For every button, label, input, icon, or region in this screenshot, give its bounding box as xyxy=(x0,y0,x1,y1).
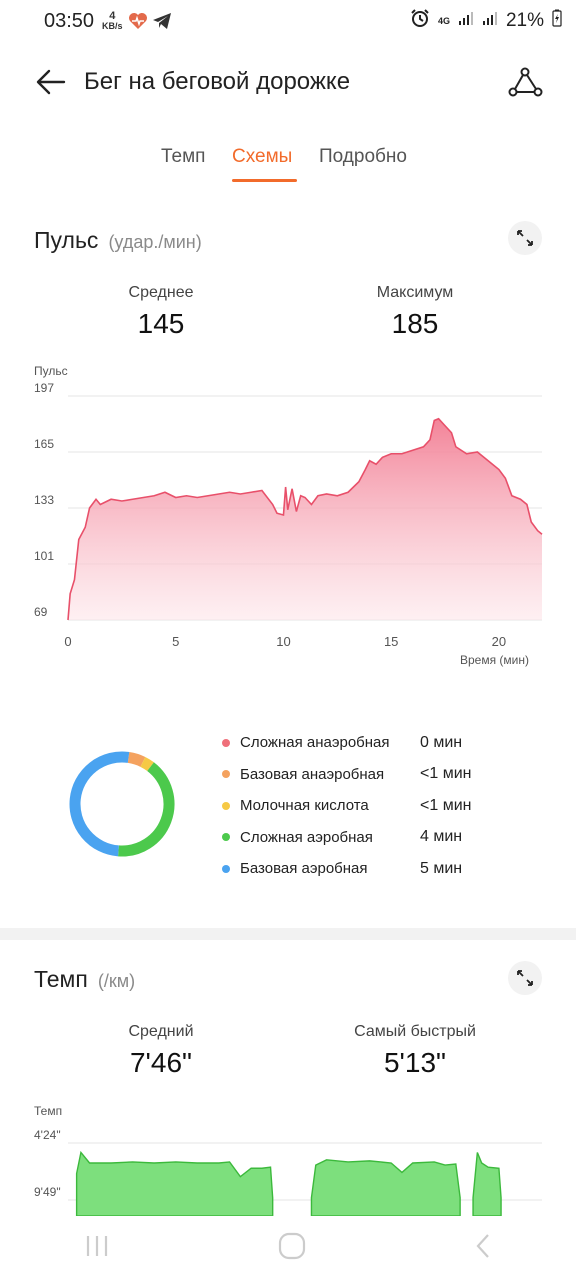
zone-donut-chart xyxy=(69,751,175,857)
page-title: Бег на беговой дорожке xyxy=(84,68,351,95)
active-tab-indicator xyxy=(232,179,297,182)
battery-percent: 21% xyxy=(505,9,544,31)
pulse-max-label: Максимум xyxy=(376,284,454,301)
legend-value: 5 мин xyxy=(420,859,463,877)
donut-slice xyxy=(118,762,175,857)
signal-icon xyxy=(458,10,474,31)
pulse-section-header: Пульс (удар./мин) xyxy=(34,227,202,254)
pace-area-segment xyxy=(75,1150,274,1216)
y-tick-label: 69 xyxy=(34,605,48,619)
donut-slice xyxy=(127,752,146,767)
y-tick-label: 9'49" xyxy=(34,1185,61,1199)
tab-pace[interactable]: Темп xyxy=(161,146,206,167)
legend-dot xyxy=(222,770,230,779)
alarm-icon xyxy=(410,8,430,33)
legend-dot xyxy=(222,864,230,873)
route-share-button[interactable] xyxy=(506,64,544,100)
legend-row: Сложная аэробная 4 мин xyxy=(222,822,471,854)
pulse-line xyxy=(67,417,543,621)
pace-section-header: Темп (/км) xyxy=(34,966,135,993)
net-speed: 4 KB/s xyxy=(102,11,123,31)
route-icon xyxy=(508,67,543,97)
pulse-max-value: 185 xyxy=(391,308,439,339)
section-divider xyxy=(0,928,576,940)
pace-chart: 4'24" 9'49" xyxy=(34,1128,542,1216)
pace-avg-label: Средний xyxy=(128,1023,194,1040)
legend-row: Базовая анаэробная <1 мин xyxy=(222,759,471,791)
donut-slice xyxy=(140,756,154,772)
status-time: 03:50 xyxy=(44,10,95,32)
signal-icon-2 xyxy=(482,10,498,31)
legend-name: Сложная аэробная xyxy=(240,828,373,846)
legend-dot xyxy=(222,833,230,842)
legend-dot xyxy=(222,801,230,810)
pace-expand-button[interactable] xyxy=(508,961,542,995)
network-type: 4G xyxy=(437,15,450,26)
expand-icon xyxy=(517,230,533,246)
battery-icon xyxy=(552,9,562,32)
pace-y-axis-title: Темп xyxy=(34,1104,63,1118)
legend-name: Сложная анаэробная xyxy=(240,734,390,752)
pulse-avg-value: 145 xyxy=(137,308,185,339)
back-button[interactable] xyxy=(34,64,70,100)
pulse-x-axis-title: Время (мин) xyxy=(460,653,530,667)
back-chevron-icon xyxy=(476,1233,489,1258)
legend-value: <1 мин xyxy=(420,765,472,783)
home-icon xyxy=(278,1232,306,1259)
pace-area-segment xyxy=(310,1159,461,1216)
pulse-title: Пульс xyxy=(34,227,99,253)
donut-hole xyxy=(81,763,163,845)
pace-fast-value: 5'13" xyxy=(383,1047,446,1078)
legend-value: 0 мин xyxy=(420,733,463,751)
x-tick-label: 10 xyxy=(276,634,290,649)
pace-unit: (/км) xyxy=(97,971,136,991)
system-nav-bar xyxy=(0,1216,576,1280)
legend-row: Базовая аэробная 5 мин xyxy=(222,853,471,885)
x-tick-label: 5 xyxy=(172,634,179,649)
net-speed-unit: KB/s xyxy=(102,21,123,31)
legend-dot xyxy=(222,738,230,747)
x-tick-label: 15 xyxy=(384,634,398,649)
home-button[interactable] xyxy=(277,1231,307,1266)
tab-bar: Темп Схемы Подробно xyxy=(0,146,576,186)
donut-slice xyxy=(69,751,130,857)
legend-name: Базовая аэробная xyxy=(240,860,368,878)
pace-fast-label: Самый быстрый xyxy=(354,1023,476,1040)
pace-avg-value: 7'46" xyxy=(129,1047,192,1078)
telegram-icon xyxy=(152,12,172,35)
y-tick-label: 101 xyxy=(34,549,54,563)
legend-row: Сложная анаэробная 0 мин xyxy=(222,727,471,759)
heart-health-icon xyxy=(128,12,148,35)
legend-name: Молочная кислота xyxy=(240,797,369,815)
pulse-y-axis-title: Пульс xyxy=(34,364,68,378)
legend-name: Базовая анаэробная xyxy=(240,765,385,783)
pace-area-segment xyxy=(472,1152,502,1216)
zone-legend: Сложная анаэробная 0 мин Базовая анаэробн… xyxy=(222,727,471,885)
back-nav-button[interactable] xyxy=(473,1232,493,1265)
expand-icon xyxy=(517,970,533,986)
recent-apps-button[interactable] xyxy=(83,1233,111,1264)
pulse-expand-button[interactable] xyxy=(508,221,542,255)
y-tick-label: 197 xyxy=(34,381,54,395)
pulse-area xyxy=(68,418,542,620)
y-tick-label: 133 xyxy=(34,493,54,507)
net-speed-value: 4 xyxy=(109,10,116,22)
y-tick-label: 4'24" xyxy=(34,1128,61,1142)
pace-title: Темп xyxy=(34,966,88,992)
pulse-chart: 197 165 133 101 69 0 5 10 15 20 xyxy=(34,381,543,649)
legend-row: Молочная кислота <1 мин xyxy=(222,790,471,822)
status-icons: 4G 21% xyxy=(410,8,562,33)
recent-apps-icon xyxy=(86,1235,108,1256)
tab-details[interactable]: Подробно xyxy=(319,146,407,167)
back-arrow-icon xyxy=(36,69,66,95)
y-tick-label: 165 xyxy=(34,437,54,451)
legend-value: <1 мин xyxy=(420,796,472,814)
tab-charts[interactable]: Схемы xyxy=(232,146,293,167)
pulse-avg-label: Среднее xyxy=(128,284,194,301)
pulse-unit: (удар./мин) xyxy=(108,232,202,252)
x-tick-label: 0 xyxy=(64,634,71,649)
legend-value: 4 мин xyxy=(420,828,463,846)
x-tick-label: 20 xyxy=(492,634,506,649)
